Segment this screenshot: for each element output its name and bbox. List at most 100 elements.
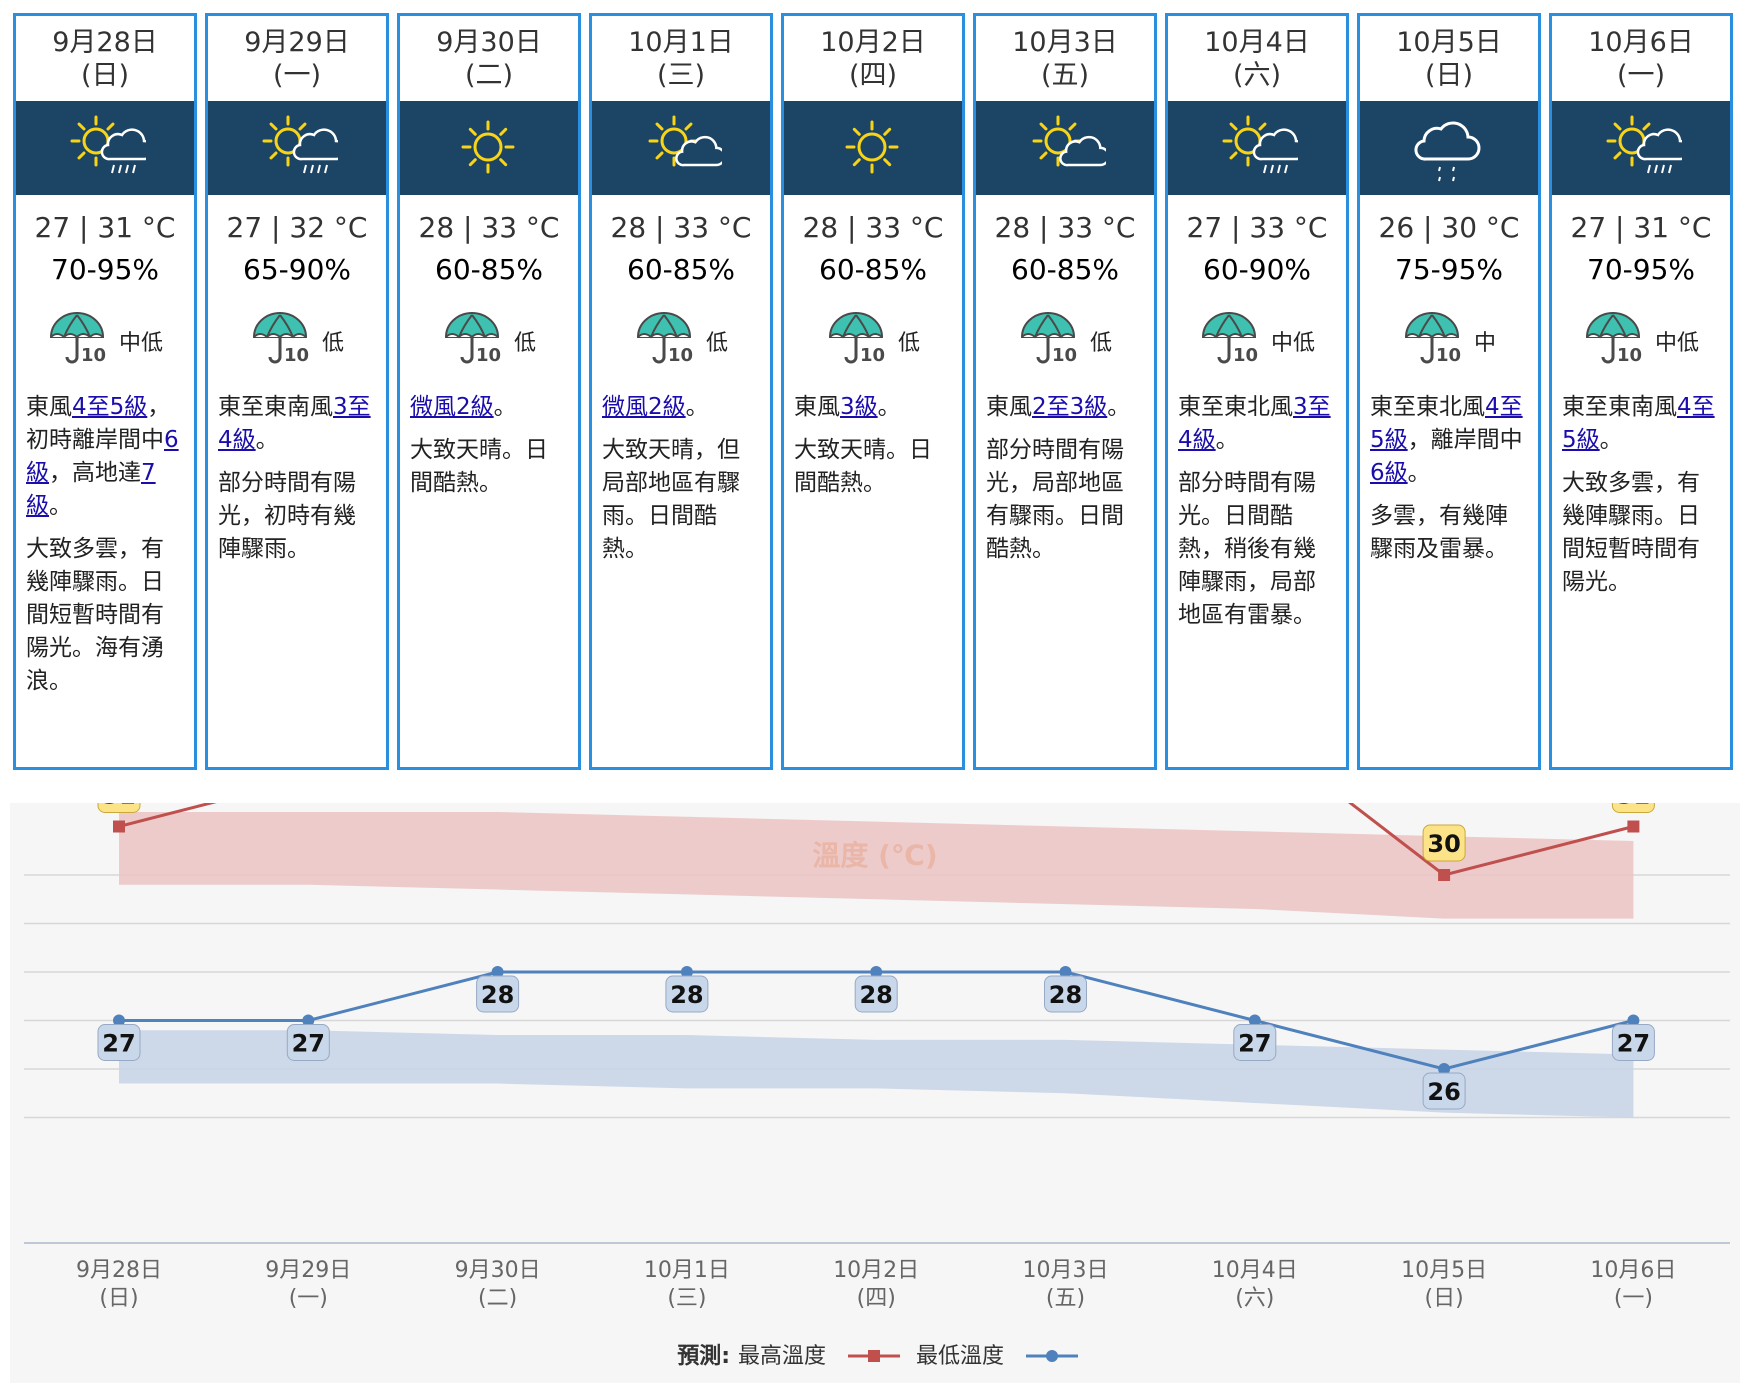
min-temp: 28	[610, 211, 647, 244]
sun-cloud-rain-icon	[16, 101, 194, 195]
x-tick-label: 9月30日	[455, 1258, 541, 1283]
svg-text:10: 10	[1052, 345, 1077, 366]
forecast-card: 9月29日 (一) 27 | 32 °C 65-90% 10 低東至東南風3至4級。部…	[205, 13, 389, 770]
weather-description: 大致天晴，但局部地區有驟雨。日間酷熱。	[602, 437, 740, 562]
umbrella-icon: 10	[250, 311, 314, 371]
wind-description: 東風3級。	[784, 381, 962, 424]
psr-label: 中	[1473, 331, 1496, 356]
weekday-label: (三)	[656, 60, 706, 91]
forecast-date: 9月29日 (一)	[208, 16, 386, 101]
wind-force-link[interactable]: 3至4級	[1178, 394, 1331, 453]
min-temp-label-bg	[854, 975, 898, 1013]
temperature-range: 27 | 33 °C	[1186, 211, 1328, 244]
psr-label: 低	[321, 331, 344, 356]
wind-force-link[interactable]: 4至5級	[1370, 394, 1523, 453]
wind-text: 。	[49, 493, 72, 519]
max-temp-label-bg	[97, 803, 141, 813]
temperature-range: 28 | 33 °C	[610, 211, 752, 244]
min-temp-label-bg	[286, 1024, 330, 1061]
wind-force-link[interactable]: 微風2級	[602, 394, 686, 420]
wind-force-link[interactable]: 4至5級	[1562, 394, 1715, 453]
max-temp-label: 31	[102, 803, 135, 810]
sun-cloud-rain-icon	[208, 101, 386, 195]
forecast-card: 10月3日 (五) 28 | 33 °C 60-85% 10 低東風2至3級。 部分時間…	[973, 13, 1157, 770]
rain-probability: 10 中低	[1552, 301, 1730, 381]
x-tick-sublabel: (五)	[1046, 1286, 1085, 1311]
temp-unit: °C	[717, 211, 752, 244]
min-temp-point	[680, 966, 693, 978]
max-temp: 33	[673, 211, 710, 244]
forecast-card: 10月1日 (三) 28 | 33 °C 60-85% 10 低微風2級。 大致天晴，但…	[589, 13, 773, 770]
min-temp: 28	[418, 211, 455, 244]
min-temp-label: 27	[1617, 1030, 1650, 1058]
temperature-range: 27 | 32 °C	[226, 211, 368, 244]
weekday-label: (四)	[848, 60, 898, 91]
sunny-icon	[784, 101, 962, 195]
psr-label: 中低	[118, 331, 163, 356]
min-temp: 27	[1186, 211, 1223, 244]
wind-text: 。	[1599, 427, 1623, 453]
umbrella-icon: 10	[1199, 311, 1263, 371]
umbrella-icon: 10	[1402, 311, 1466, 371]
min-temp-point	[1627, 1014, 1640, 1027]
weather-description: 多雲，有幾陣驟雨及雷暴。	[1370, 503, 1508, 562]
forecast-card: 10月4日 (六) 27 | 33 °C 60-90% 10 中低 東至東北風3至4級。…	[1165, 13, 1349, 770]
weather-description: 大致天晴。日間酷熱。	[794, 437, 932, 496]
wind-description: 微風2級。	[400, 381, 578, 424]
sun-cloud-icon	[976, 101, 1154, 195]
x-tick-label: 10月6日	[1590, 1258, 1676, 1283]
wind-force-link[interactable]: 微風2級	[410, 394, 494, 420]
svg-text:10: 10	[1436, 345, 1461, 366]
min-temp: 27	[1570, 211, 1607, 244]
umbrella-icon: 10	[47, 311, 111, 371]
temp-unit: °C	[525, 211, 560, 244]
weather-description: 部分時間有陽光，局部地區有驟雨。日間酷熱。	[986, 437, 1124, 562]
legend-prefix: 預測:	[677, 1344, 730, 1369]
wind-force-link[interactable]: 6級	[26, 427, 179, 486]
wind-force-link[interactable]: 3至4級	[218, 394, 371, 453]
forecast-date: 10月2日 (四)	[784, 16, 962, 101]
min-temp-label-bg	[476, 975, 520, 1013]
wind-force-link[interactable]: 6級	[1370, 460, 1408, 486]
wind-force-link[interactable]: 4至5級	[72, 394, 148, 420]
x-tick-label: 10月1日	[644, 1258, 730, 1283]
svg-text:10: 10	[1233, 345, 1258, 366]
wind-description: 東風2至3級。	[976, 381, 1154, 424]
wind-text: 。	[1215, 427, 1239, 453]
temp-unit: °C	[1485, 211, 1520, 244]
wind-force-link[interactable]: 2至3級	[1032, 394, 1108, 420]
wind-force-link[interactable]: 7級	[26, 460, 156, 519]
min-temp: 28	[802, 211, 839, 244]
date-label: 10月5日	[1396, 27, 1502, 58]
temperature-chart-svg: 溫度 (℃)3132333333333330312727282828282726…	[24, 803, 1730, 1369]
max-temp: 30	[1441, 211, 1478, 244]
temp-unit: °C	[1293, 211, 1328, 244]
legend-min-marker	[1046, 1350, 1058, 1362]
x-tick-sublabel: (四)	[857, 1286, 896, 1311]
min-temp-point	[1438, 1063, 1451, 1075]
wind-force-link[interactable]: 3級	[840, 394, 878, 420]
wind-text: 。	[1107, 394, 1131, 420]
date-label: 10月1日	[628, 27, 734, 58]
x-tick-sublabel: (日)	[99, 1286, 138, 1311]
min-temp-label-bg	[1422, 1072, 1466, 1110]
min-temp-point	[302, 1014, 315, 1027]
wind-text: ，初時離岸間中	[26, 394, 171, 453]
forecast-date: 9月28日 (日)	[16, 16, 194, 101]
forecast-card: 10月5日 (日) 26 | 30 °C 75-95% 10 中東至東北風4至5級，離…	[1357, 13, 1541, 770]
min-temp-label: 27	[102, 1030, 135, 1058]
temp-unit: °C	[333, 211, 368, 244]
wind-text: 。	[255, 427, 279, 453]
sun-cloud-icon	[592, 101, 770, 195]
svg-text:10: 10	[668, 345, 693, 366]
min-temp-point	[113, 1014, 125, 1027]
forecast-date: 9月30日 (二)	[400, 16, 578, 101]
wind-description: 微風2級。	[592, 381, 770, 424]
cloud-rain-icon	[1360, 101, 1538, 195]
min-temp: 26	[1378, 211, 1415, 244]
umbrella-icon: 10	[442, 311, 506, 371]
wind-text: 東風	[986, 394, 1032, 420]
date-label: 9月30日	[436, 27, 542, 58]
min-temp-label-bg	[1233, 1024, 1277, 1061]
x-tick-sublabel: (一)	[1614, 1286, 1653, 1311]
